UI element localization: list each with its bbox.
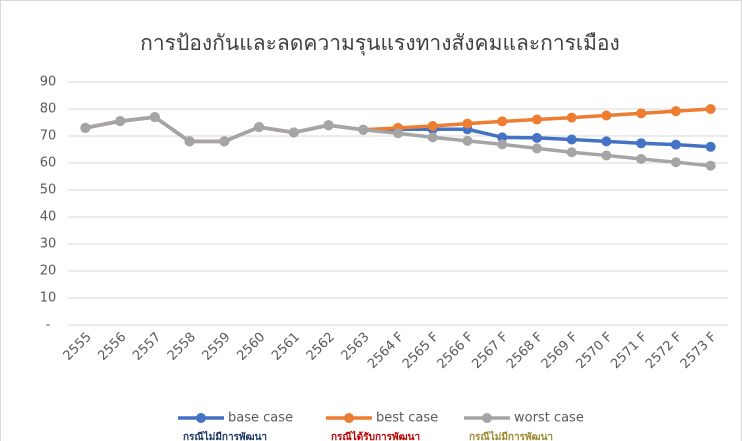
data-point — [80, 122, 91, 133]
y-tick-label: 10 — [40, 291, 57, 306]
y-tick-label: 50 — [40, 183, 57, 198]
data-point — [670, 157, 681, 168]
data-point — [601, 150, 612, 161]
legend-marker — [196, 413, 206, 423]
data-point — [601, 110, 612, 121]
data-point — [149, 112, 160, 123]
data-point — [288, 127, 299, 138]
legend-label: best case — [376, 411, 438, 426]
legend-label: worst case — [514, 411, 584, 426]
data-point — [254, 122, 265, 133]
data-point — [219, 136, 230, 147]
data-point — [497, 116, 508, 127]
data-point — [497, 132, 508, 143]
data-point — [670, 106, 681, 117]
data-point — [323, 120, 334, 131]
data-point — [497, 139, 508, 150]
data-point — [566, 112, 577, 123]
y-tick-label: 40 — [40, 210, 57, 225]
data-point — [462, 118, 473, 129]
data-point — [427, 132, 438, 143]
y-tick-label: 70 — [40, 129, 57, 144]
legend-sublabel: กรณีไม่มีการพัฒนา — [469, 430, 553, 441]
data-point — [566, 147, 577, 158]
data-point — [462, 135, 473, 146]
chart-title: การป้องกันและลดความรุนแรงทางสังคมและการเ… — [140, 31, 620, 56]
legend-marker — [344, 413, 354, 423]
data-point — [601, 136, 612, 147]
data-point — [393, 128, 403, 139]
data-point — [531, 132, 542, 143]
data-point — [705, 104, 716, 114]
data-point — [427, 121, 438, 132]
data-point — [531, 114, 542, 125]
y-tick-label: - — [46, 318, 51, 333]
data-point — [705, 160, 716, 171]
y-tick-label: 20 — [40, 264, 57, 279]
data-point — [636, 153, 647, 164]
legend-sublabel: กรณีไม่มีการพัฒนา — [183, 430, 267, 441]
data-point — [531, 143, 542, 154]
legend-label: base case — [228, 411, 293, 426]
y-tick-label: 60 — [40, 156, 57, 171]
y-tick-label: 30 — [40, 237, 57, 252]
data-point — [184, 136, 195, 147]
data-point — [636, 138, 647, 149]
data-point — [115, 116, 126, 127]
legend-marker — [482, 413, 492, 423]
y-tick-label: 80 — [40, 102, 57, 117]
data-point — [566, 134, 577, 145]
data-point — [705, 141, 716, 152]
data-point — [670, 139, 681, 150]
data-point — [636, 108, 647, 119]
y-tick-label: 90 — [40, 75, 57, 90]
data-point — [358, 124, 369, 135]
legend-sublabel: กรณีได้รับการพัฒนา — [331, 430, 420, 441]
